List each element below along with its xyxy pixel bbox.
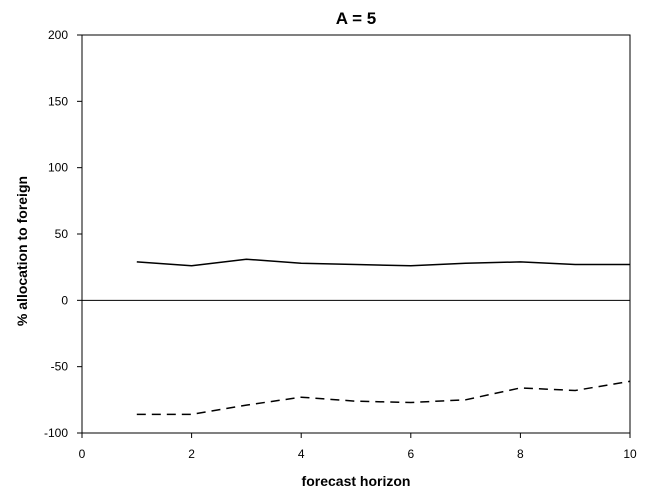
y-tick-label: 150 xyxy=(48,94,68,108)
solid-series-line xyxy=(136,258,630,267)
y-axis-ticks: 200 150 100 50 0 -50 -100 xyxy=(44,28,82,440)
y-tick-label: 100 xyxy=(48,161,68,175)
y-tick-label: 0 xyxy=(61,293,68,307)
y-tick-label: -50 xyxy=(51,360,69,374)
x-axis-title: forecast horizon xyxy=(302,473,411,489)
series-group xyxy=(136,258,631,416)
plot-border xyxy=(81,34,631,434)
x-tick-label: 10 xyxy=(623,447,637,461)
plot-area xyxy=(81,34,631,434)
y-axis-title: % allocation to foreign xyxy=(14,176,30,326)
chart-title: A = 5 xyxy=(336,9,376,28)
y-tick-label: 200 xyxy=(48,28,68,42)
y-tick-label: 50 xyxy=(55,227,69,241)
x-tick-label: 6 xyxy=(407,447,414,461)
dashed-series-line xyxy=(136,380,631,416)
y-tick-label: -100 xyxy=(44,426,68,440)
x-tick-label: 4 xyxy=(298,447,305,461)
x-tick-label: 2 xyxy=(188,447,195,461)
x-tick-label: 0 xyxy=(79,447,86,461)
x-tick-label: 8 xyxy=(517,447,524,461)
x-axis-ticks: 0 2 4 6 8 10 xyxy=(79,433,637,461)
